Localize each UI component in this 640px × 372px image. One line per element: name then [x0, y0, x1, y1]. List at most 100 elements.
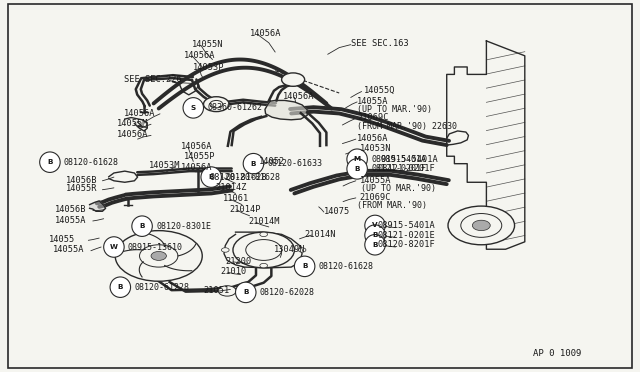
Text: 14056B: 14056B [66, 176, 97, 185]
Text: 08121-0201E: 08121-0201E [378, 231, 435, 240]
Text: 14052: 14052 [259, 157, 285, 166]
Ellipse shape [104, 237, 124, 257]
Ellipse shape [365, 234, 385, 255]
Text: 14075: 14075 [324, 207, 350, 216]
Circle shape [115, 231, 202, 281]
Text: B: B [243, 289, 248, 295]
Text: 21069C: 21069C [360, 193, 391, 202]
Text: 14055R: 14055R [66, 185, 97, 193]
Circle shape [260, 263, 268, 268]
Text: 08915-5401A: 08915-5401A [371, 155, 426, 164]
Text: 14053N: 14053N [360, 144, 391, 153]
Text: 08120-61228: 08120-61228 [134, 283, 189, 292]
Text: 14055A: 14055A [55, 216, 86, 225]
Circle shape [151, 251, 166, 260]
Text: (FROM MAR.'90) 22630: (FROM MAR.'90) 22630 [357, 122, 457, 131]
Text: 14055A: 14055A [52, 246, 84, 254]
Text: 08120-81628: 08120-81628 [225, 173, 280, 182]
Circle shape [472, 220, 490, 231]
Text: 14056A: 14056A [117, 130, 148, 139]
Circle shape [246, 240, 282, 260]
Text: 14056A: 14056A [283, 92, 314, 101]
Text: 08120-61628: 08120-61628 [319, 262, 374, 271]
Text: B: B [355, 166, 360, 172]
Circle shape [298, 248, 306, 252]
Text: B: B [118, 284, 123, 290]
Text: 08915-5401A: 08915-5401A [380, 155, 438, 164]
Text: 14055M: 14055M [117, 119, 148, 128]
Circle shape [461, 214, 502, 237]
Text: 08121-0201F: 08121-0201F [378, 164, 435, 173]
Text: 14056A: 14056A [250, 29, 281, 38]
Text: M: M [353, 156, 361, 162]
Text: 08120-61628: 08120-61628 [64, 158, 119, 167]
Text: V: V [372, 222, 378, 228]
Text: 08120-62028: 08120-62028 [260, 288, 315, 297]
Polygon shape [90, 201, 106, 211]
Ellipse shape [347, 149, 367, 170]
Text: 21010: 21010 [220, 267, 246, 276]
Text: B: B [140, 223, 145, 229]
Polygon shape [265, 100, 307, 120]
Ellipse shape [236, 282, 256, 303]
Text: 11061: 11061 [223, 194, 249, 203]
Ellipse shape [243, 153, 264, 174]
Text: S: S [191, 105, 196, 111]
Text: (UP TO MAR.'90): (UP TO MAR.'90) [361, 185, 436, 193]
Text: 14056A: 14056A [357, 134, 388, 143]
Text: B: B [47, 159, 52, 165]
Text: B: B [209, 174, 214, 180]
Ellipse shape [294, 256, 315, 277]
Text: W: W [110, 244, 118, 250]
Text: 14055A: 14055A [360, 176, 391, 185]
Ellipse shape [201, 167, 221, 187]
Text: 14056A: 14056A [184, 51, 216, 60]
Circle shape [210, 100, 223, 108]
Text: 08120-8301E: 08120-8301E [156, 222, 211, 231]
Text: 14056A: 14056A [124, 109, 155, 118]
Text: SEE SEC.226: SEE SEC.226 [124, 75, 181, 84]
Text: 14055Q: 14055Q [364, 86, 395, 95]
Circle shape [140, 245, 178, 267]
Text: 14056A: 14056A [180, 142, 212, 151]
Text: 21051: 21051 [204, 286, 230, 295]
Ellipse shape [110, 277, 131, 298]
Text: 21014N: 21014N [304, 230, 335, 239]
Text: 21014M: 21014M [248, 217, 280, 226]
Text: 08120-8201F: 08120-8201F [378, 240, 435, 249]
Text: 21014P: 21014P [229, 205, 260, 214]
Text: 08120-81628: 08120-81628 [210, 173, 268, 182]
Text: 21069C: 21069C [357, 113, 388, 122]
Circle shape [233, 232, 294, 268]
Circle shape [218, 286, 236, 296]
Text: 21014Z: 21014Z [215, 183, 246, 192]
Circle shape [282, 73, 305, 86]
Text: 14056A: 14056A [180, 163, 212, 172]
Text: B: B [372, 232, 378, 238]
Text: 14055A: 14055A [357, 97, 388, 106]
Ellipse shape [40, 152, 60, 173]
Text: 13049N: 13049N [274, 245, 305, 254]
Text: B: B [302, 263, 307, 269]
Text: 21200: 21200 [225, 257, 252, 266]
Text: 08915-5401A: 08915-5401A [378, 221, 435, 230]
Circle shape [204, 97, 229, 112]
Text: 14053M: 14053M [148, 161, 180, 170]
Ellipse shape [365, 215, 385, 236]
Text: 14056B: 14056B [55, 205, 86, 214]
Text: AP 0 1009: AP 0 1009 [532, 349, 581, 358]
Circle shape [448, 206, 515, 245]
Text: (UP TO MAR.'90): (UP TO MAR.'90) [357, 105, 432, 114]
Circle shape [221, 248, 229, 252]
Text: 14053P: 14053P [193, 63, 225, 72]
Text: 08360-61262: 08360-61262 [207, 103, 262, 112]
Text: 14055: 14055 [49, 235, 75, 244]
Text: 08121-0201F: 08121-0201F [371, 164, 426, 173]
Text: (FROM MAR.'90): (FROM MAR.'90) [357, 201, 427, 210]
Ellipse shape [365, 225, 385, 246]
Text: 14055N: 14055N [192, 40, 223, 49]
Text: 08120-61633: 08120-61633 [268, 159, 323, 168]
Text: B: B [372, 242, 378, 248]
Circle shape [260, 232, 268, 237]
Ellipse shape [347, 158, 367, 179]
